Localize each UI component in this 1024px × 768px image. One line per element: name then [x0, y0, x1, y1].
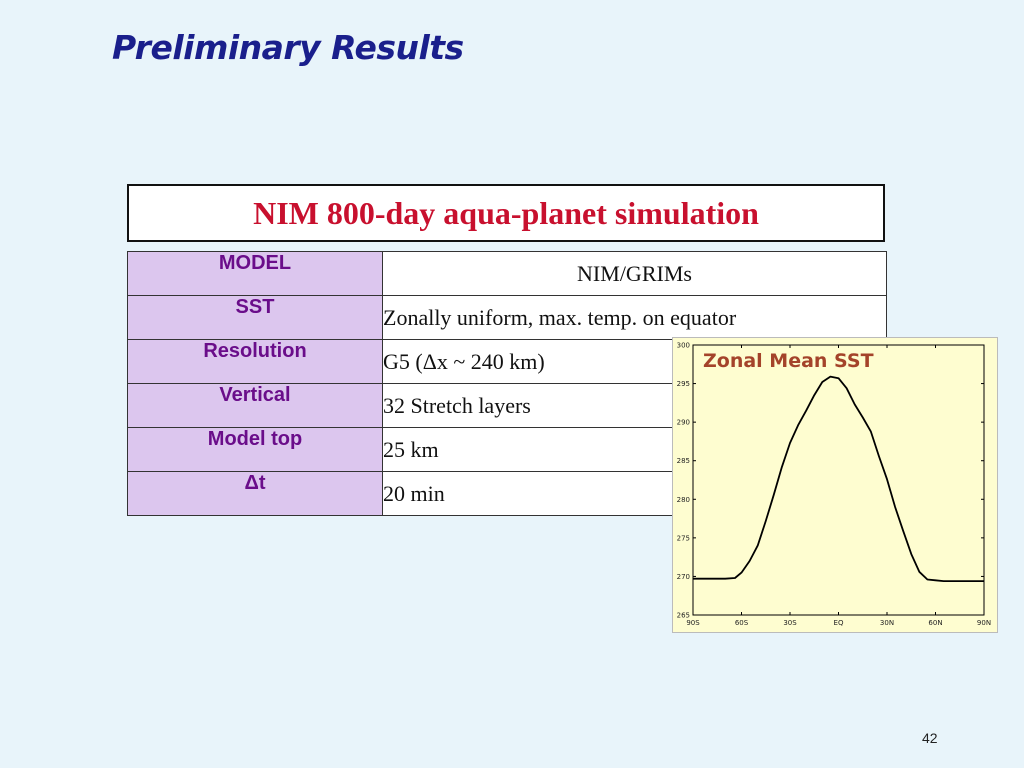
x-tick-label: 30S — [783, 619, 797, 627]
row-label-model-top: Model top — [127, 427, 383, 472]
y-tick-label: 270 — [677, 573, 690, 581]
row-label-vertical: Vertical — [127, 383, 383, 428]
y-tick-label: 295 — [677, 380, 690, 388]
row-label-sst: SST — [127, 295, 383, 340]
row-label-timestep: Δt — [127, 471, 383, 516]
x-tick-label: 90S — [686, 619, 700, 627]
sst-series-line — [693, 375, 984, 583]
x-tick-label: 60N — [928, 619, 942, 627]
slide-title: Preliminary Results — [112, 28, 464, 67]
table-heading: NIM 800-day aqua-planet simulation — [127, 184, 885, 242]
x-tick-label: 60S — [735, 619, 749, 627]
y-tick-label: 265 — [677, 612, 690, 620]
y-tick-label: 290 — [677, 419, 690, 427]
y-tick-label: 275 — [677, 534, 690, 542]
row-label-model: MODEL — [127, 251, 383, 296]
row-value-model: NIM/GRIMs — [382, 251, 887, 296]
chart-title: Zonal Mean SST — [703, 350, 874, 372]
x-tick-label: EQ — [834, 619, 844, 627]
zonal-mean-sst-chart: 265 270 275 280 285 290 295 300 90S 60S 30S EQ 30N 60… — [672, 337, 998, 633]
y-tick-label: 300 — [677, 342, 690, 350]
page-number: 42 — [922, 730, 938, 746]
row-label-resolution: Resolution — [127, 339, 383, 384]
row-value-sst: Zonally uniform, max. temp. on equator — [382, 295, 887, 340]
x-tick-label: 30N — [880, 619, 894, 627]
x-tick-label: 90N — [977, 619, 991, 627]
y-tick-label: 285 — [677, 457, 690, 465]
table-row: SST Zonally uniform, max. temp. on equat… — [127, 295, 887, 340]
chart-svg: 265 270 275 280 285 290 295 300 90S 60S 30S EQ 30N 60… — [677, 342, 991, 628]
y-tick-label: 280 — [677, 496, 690, 504]
table-row: MODEL NIM/GRIMs — [127, 251, 887, 296]
table-row: Vertical 32 Stretch layers — [127, 383, 887, 428]
plot-frame — [692, 344, 985, 616]
